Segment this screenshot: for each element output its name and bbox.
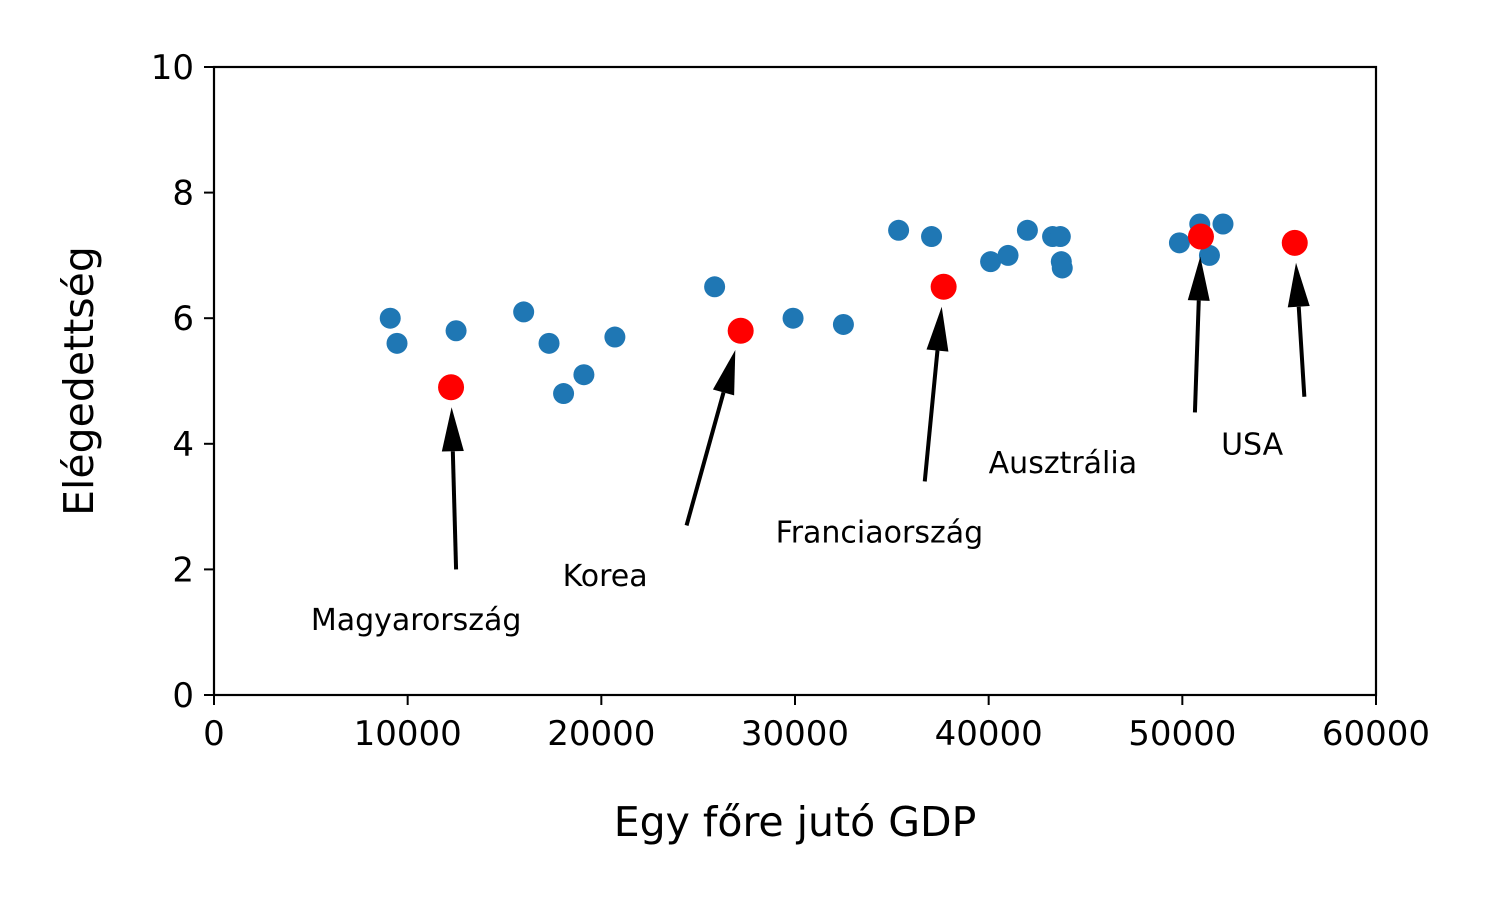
y-tick-label: 0 bbox=[172, 676, 194, 716]
x-tick-label: 10000 bbox=[354, 714, 462, 754]
x-axis: 0 10000 20000 30000 40000 50000 60000 bbox=[203, 695, 1430, 754]
plot-area: Magyarország Korea FranciaországAusztrália… bbox=[311, 213, 1310, 638]
data-point bbox=[604, 326, 626, 348]
data-point bbox=[445, 320, 467, 342]
highlighted-data-point bbox=[1187, 223, 1214, 250]
data-point bbox=[1168, 232, 1190, 254]
annotation-arrow-shaft bbox=[1192, 300, 1201, 413]
annotation-arrow-head bbox=[1287, 262, 1310, 308]
annotation-arrow-head bbox=[1187, 256, 1210, 301]
y-tick-label: 6 bbox=[172, 299, 194, 339]
y-tick-label: 10 bbox=[151, 48, 194, 88]
highlighted-data-point bbox=[1281, 229, 1308, 256]
data-point bbox=[782, 307, 804, 329]
y-tick-label: 2 bbox=[172, 550, 194, 590]
annotation-label: Magyarország bbox=[311, 603, 522, 638]
data-point bbox=[553, 383, 575, 405]
highlighted-data-point bbox=[438, 374, 465, 401]
x-tick-label: 60000 bbox=[1322, 714, 1430, 754]
annotation-label: Ausztrália bbox=[989, 446, 1137, 481]
highlighted-data-point bbox=[727, 317, 754, 344]
annotation-label: Franciaország bbox=[776, 515, 984, 550]
x-tick-label: 20000 bbox=[547, 714, 655, 754]
data-point bbox=[573, 364, 595, 386]
annotation-label: Korea bbox=[563, 559, 648, 594]
data-point bbox=[513, 301, 535, 323]
annotation-arrow-shaft bbox=[450, 451, 459, 570]
x-axis-label: Egy főre jutó GDP bbox=[614, 798, 977, 846]
y-tick-label: 4 bbox=[172, 425, 194, 465]
x-tick-label: 40000 bbox=[935, 714, 1043, 754]
x-tick-label: 0 bbox=[203, 714, 225, 754]
x-tick-label: 50000 bbox=[1128, 714, 1236, 754]
annotation-arrow-shaft bbox=[684, 391, 726, 526]
data-point bbox=[1049, 226, 1071, 248]
data-point bbox=[704, 276, 726, 298]
annotation-arrow-shaft bbox=[922, 350, 940, 482]
data-point bbox=[980, 251, 1002, 273]
data-point bbox=[1051, 257, 1073, 279]
x-tick-label: 30000 bbox=[741, 714, 849, 754]
data-point bbox=[1016, 219, 1038, 241]
data-point bbox=[1198, 244, 1220, 266]
data-point bbox=[1212, 213, 1234, 235]
data-point bbox=[538, 332, 560, 354]
data-point bbox=[997, 244, 1019, 266]
annotation-arrow-head bbox=[926, 306, 949, 352]
y-axis: 0 2 4 6 8 10 bbox=[151, 48, 214, 716]
annotation-arrow-head bbox=[441, 407, 464, 452]
annotation-arrow-head bbox=[712, 350, 736, 396]
highlighted-data-point bbox=[930, 273, 957, 300]
data-point bbox=[888, 219, 910, 241]
y-axis-label: Elégedettség bbox=[55, 246, 103, 516]
data-point bbox=[379, 307, 401, 329]
y-tick-label: 8 bbox=[172, 174, 194, 214]
annotation-label: USA bbox=[1221, 427, 1284, 462]
data-point bbox=[832, 313, 854, 335]
annotation-arrow-shaft bbox=[1296, 306, 1307, 397]
data-point bbox=[386, 332, 408, 354]
data-point bbox=[921, 226, 943, 248]
